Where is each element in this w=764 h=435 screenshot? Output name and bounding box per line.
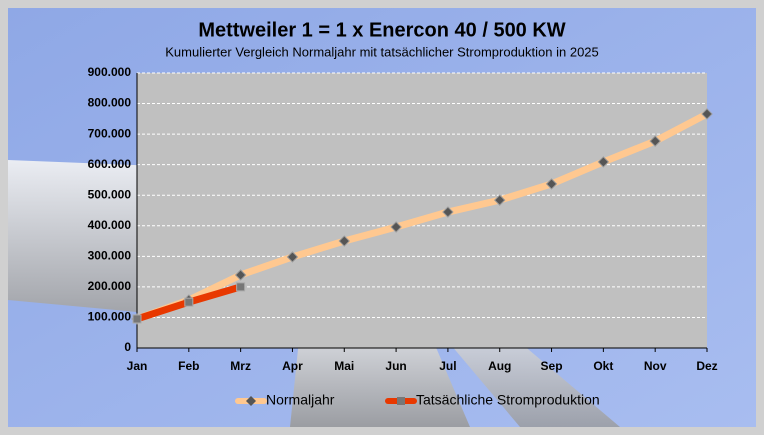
marker — [390, 221, 402, 233]
marker — [132, 314, 142, 324]
y-tick-label: 200.000 — [88, 279, 132, 293]
y-tick-label: 0 — [124, 340, 131, 354]
plot-area — [137, 73, 707, 348]
marker — [545, 178, 558, 190]
x-tick-label: Mrz — [230, 359, 251, 373]
y-tick-label: 500.000 — [88, 187, 132, 201]
marker — [597, 156, 610, 168]
x-tick-label: Dez — [696, 359, 717, 373]
legend: Normaljahr Tatsächliche Stromproduktion — [235, 392, 600, 408]
x-tick-label: Apr — [282, 359, 303, 373]
chart-title: Mettweiler 1 = 1 x Enercon 40 / 500 KW — [198, 19, 565, 41]
x-tick-label: Jan — [127, 359, 148, 373]
y-tick-label: 800.000 — [88, 96, 132, 110]
y-tick-label: 400.000 — [88, 218, 132, 232]
chart-subtitle: Kumulierter Vergleich Normaljahr mit tat… — [165, 44, 599, 59]
marker — [442, 206, 454, 218]
y-tick-label: 300.000 — [88, 249, 132, 263]
marker — [494, 194, 506, 206]
marker — [234, 269, 247, 281]
x-tick-label: Jun — [385, 359, 406, 373]
marker — [338, 235, 350, 247]
legend-label: Normaljahr — [266, 392, 335, 408]
x-tick-label: Okt — [593, 359, 613, 373]
legend-marker — [246, 396, 256, 406]
marker — [236, 282, 246, 292]
marker — [286, 251, 299, 263]
y-tick-label: 600.000 — [88, 157, 132, 171]
x-tick-label: Mai — [334, 359, 354, 373]
y-tick-label: 900.000 — [88, 65, 132, 79]
legend-label: Tatsächliche Stromproduktion — [416, 392, 600, 408]
marker — [649, 135, 661, 147]
x-tick-label: Feb — [178, 359, 199, 373]
marker — [184, 297, 194, 307]
x-tick-label: Nov — [644, 359, 667, 373]
marker — [701, 108, 713, 120]
y-tick-label: 100.000 — [88, 310, 132, 324]
series-line — [133, 110, 711, 323]
x-tick-label: Jul — [439, 359, 456, 373]
legend-marker — [397, 397, 405, 405]
x-tick-label: Sep — [541, 359, 563, 373]
x-tick-label: Aug — [488, 359, 511, 373]
y-tick-label: 700.000 — [88, 126, 132, 140]
